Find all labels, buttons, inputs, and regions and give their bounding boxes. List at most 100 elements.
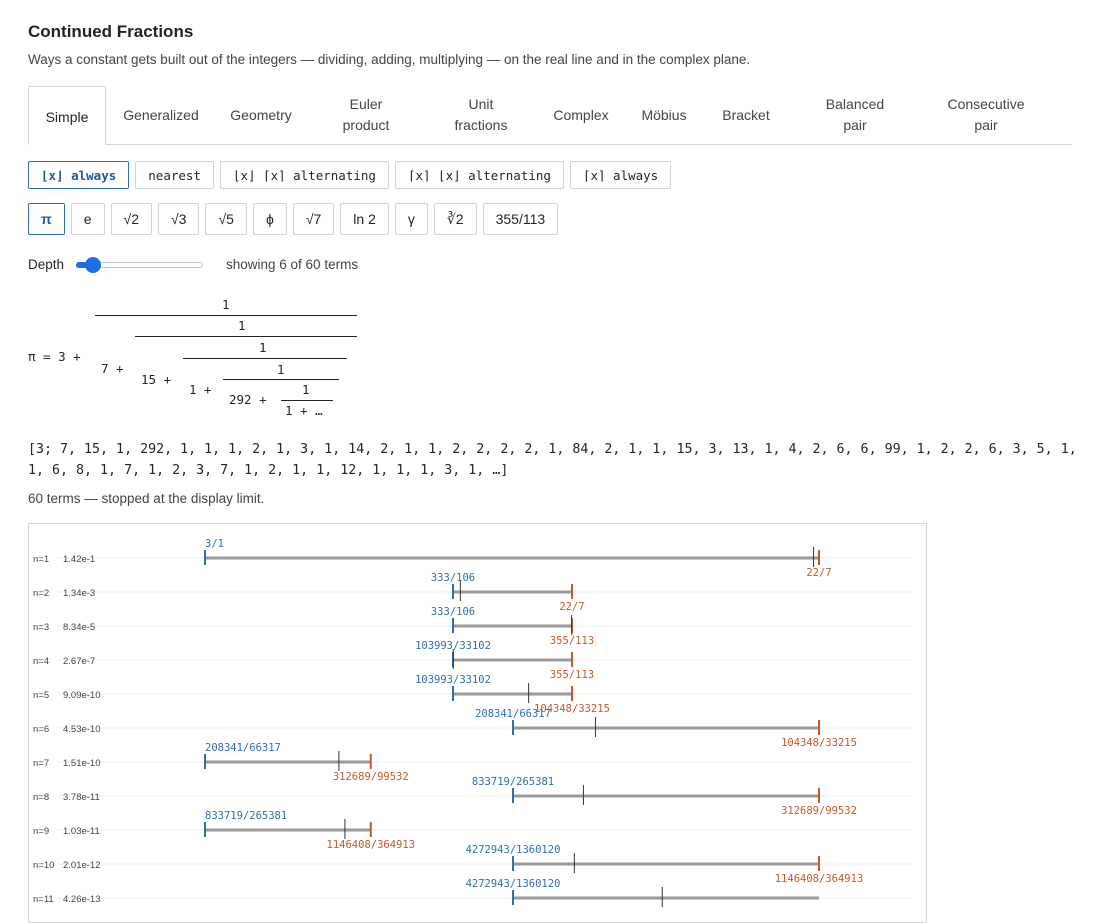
row-error: 3.78e-11: [63, 792, 100, 803]
tab-label: Balanced pair: [825, 96, 885, 133]
row-label: n=7: [33, 758, 49, 769]
lower-convergent-label: 833719/265381: [472, 776, 554, 788]
row-error: 2.01e-12: [63, 860, 101, 871]
row-label: n=4: [33, 656, 49, 667]
mode-button-2[interactable]: ⌊x⌋ ⌈x⌉ alternating: [219, 161, 389, 189]
lower-convergent-label: 103993/33102: [415, 674, 491, 686]
constant-button-4[interactable]: √5: [205, 203, 247, 235]
tab-8[interactable]: Balanced pair: [790, 86, 920, 144]
cf-lhs: π = 3 +: [28, 349, 81, 364]
limit-note: 60 terms — stopped at the display limit.: [28, 491, 265, 506]
row-label: n=2: [33, 588, 49, 599]
constant-button-10[interactable]: 355/113: [482, 203, 559, 235]
upper-convergent-label: 104348/33215: [534, 703, 610, 715]
tab-label: Geometry: [230, 106, 292, 123]
upper-convergent-label: 1146408/364913: [327, 839, 416, 851]
tab-label: Euler product: [342, 96, 390, 133]
tab-label: Consecutive pair: [947, 96, 1025, 133]
constant-button-9[interactable]: ∛2: [433, 203, 477, 235]
cf-bar-0: [95, 315, 357, 316]
depth-slider-thumb[interactable]: [85, 257, 101, 273]
row-error: 1.42e-1: [63, 554, 95, 565]
mode-button-0[interactable]: ⌊x⌋ always: [28, 161, 130, 189]
upper-convergent-label: 312689/99532: [333, 771, 409, 783]
row-label: n=5: [33, 690, 49, 701]
depth-label: Depth: [28, 257, 65, 272]
lower-convergent-label: 4272943/1360120: [466, 878, 561, 890]
constant-button-0[interactable]: π: [28, 203, 65, 235]
mode-selector: ⌊x⌋ always nearest ⌊x⌋ ⌈x⌉ alternating ⌈x⌉ …: [28, 161, 672, 189]
row-label: n=9: [33, 826, 49, 837]
cf-numerator-1: 1: [238, 318, 246, 333]
cf-bar-1: [135, 336, 357, 337]
cf-numerator-3: 1: [277, 362, 285, 377]
constant-button-2[interactable]: √2: [110, 203, 152, 235]
tab-7[interactable]: Bracket: [702, 86, 790, 144]
cf-bar-4: [281, 400, 333, 401]
depth-status: showing 6 of 60 terms: [226, 257, 359, 272]
tab-label: Bracket: [722, 106, 770, 123]
lower-convergent-label: 4272943/1360120: [466, 844, 561, 856]
cf-bar-3: [223, 379, 339, 380]
lower-convergent-label: 333/106: [431, 606, 475, 618]
row-error: 9.09e-10: [63, 690, 101, 701]
constant-button-3[interactable]: √3: [158, 203, 200, 235]
cf-numerator-0: 1: [222, 297, 230, 312]
tab-bar: Simple Generalized Geometry Euler product Un…: [28, 86, 1072, 145]
constant-button-1[interactable]: e: [70, 203, 105, 235]
lower-convergent-label: 833719/265381: [205, 810, 287, 822]
lower-convergent-label: 208341/66317: [205, 742, 281, 754]
constant-button-7[interactable]: ln 2: [340, 203, 389, 235]
upper-convergent-label: 355/113: [550, 669, 594, 681]
tab-4[interactable]: Unit fractions: [426, 86, 536, 144]
cf-numerator-4: 1: [302, 382, 310, 397]
row-error: 1.03e-11: [63, 826, 100, 837]
row-label: n=6: [33, 724, 49, 735]
tab-label: Generalized: [123, 106, 199, 123]
constant-selector: π e √2 √3 √5 ϕ √7 ln 2 γ ∛2 355/113: [28, 203, 559, 235]
constant-button-8[interactable]: γ: [394, 203, 428, 235]
upper-convergent-label: 22/7: [559, 601, 584, 613]
cf-tail: 1 + …: [285, 403, 323, 418]
mode-button-4[interactable]: ⌈x⌉ always: [569, 161, 672, 189]
upper-convergent-label: 355/113: [550, 635, 594, 647]
tab-2[interactable]: Geometry: [216, 86, 306, 144]
row-error: 2.67e-7: [63, 656, 95, 667]
tab-5[interactable]: Complex: [536, 86, 626, 144]
cf-level-3: 292 +: [229, 392, 267, 407]
page-subtitle: Ways a constant gets built out of the in…: [28, 52, 751, 67]
depth-slider-fill: [76, 262, 93, 268]
cf-level-1: 15 +: [141, 372, 172, 387]
cf-level-0: 7 +: [101, 361, 124, 376]
lower-convergent-label: 103993/33102: [415, 640, 491, 652]
row-error: 1.51e-10: [63, 758, 101, 769]
tab-9[interactable]: Consecutive pair: [920, 86, 1052, 144]
page-title: Continued Fractions: [28, 22, 194, 41]
lower-convergent-label: 3/1: [205, 538, 224, 550]
tab-label: Complex: [553, 106, 609, 123]
tab-6[interactable]: Möbius: [626, 86, 702, 144]
mode-button-1[interactable]: nearest: [135, 161, 214, 189]
tab-0[interactable]: Simple: [28, 86, 106, 145]
constant-button-6[interactable]: √7: [292, 203, 335, 235]
tab-label: Unit fractions: [454, 96, 508, 133]
row-error: 4.53e-10: [63, 724, 101, 735]
tab-label: Möbius: [641, 106, 687, 123]
row-label: n=10: [33, 860, 54, 871]
tab-label: Simple: [45, 109, 89, 125]
tab-3[interactable]: Euler product: [306, 86, 426, 144]
upper-convergent-label: 22/7: [806, 567, 831, 579]
row-error: 1.34e-3: [63, 588, 95, 599]
constant-button-5[interactable]: ϕ: [252, 203, 287, 235]
tab-1[interactable]: Generalized: [106, 86, 216, 144]
row-label: n=3: [33, 622, 49, 633]
mode-button-3[interactable]: ⌈x⌉ ⌊x⌋ alternating: [394, 161, 564, 189]
row-label: n=1: [33, 554, 49, 565]
depth-slider[interactable]: [76, 257, 204, 273]
cf-numerator-2: 1: [259, 340, 267, 355]
lower-convergent-label: 333/106: [431, 572, 475, 584]
convergent-interval-chart: n=1 1.42e-1 3/1 22/7 n=2 1.34e-3 333/106 22/7 n=…: [28, 523, 927, 923]
term-sequence: [3; 7, 15, 1, 292, 1, 1, 1, 2, 1, 3, 1, …: [28, 442, 1077, 478]
row-label: n=8: [33, 792, 49, 803]
upper-convergent-label: 104348/33215: [781, 737, 857, 749]
